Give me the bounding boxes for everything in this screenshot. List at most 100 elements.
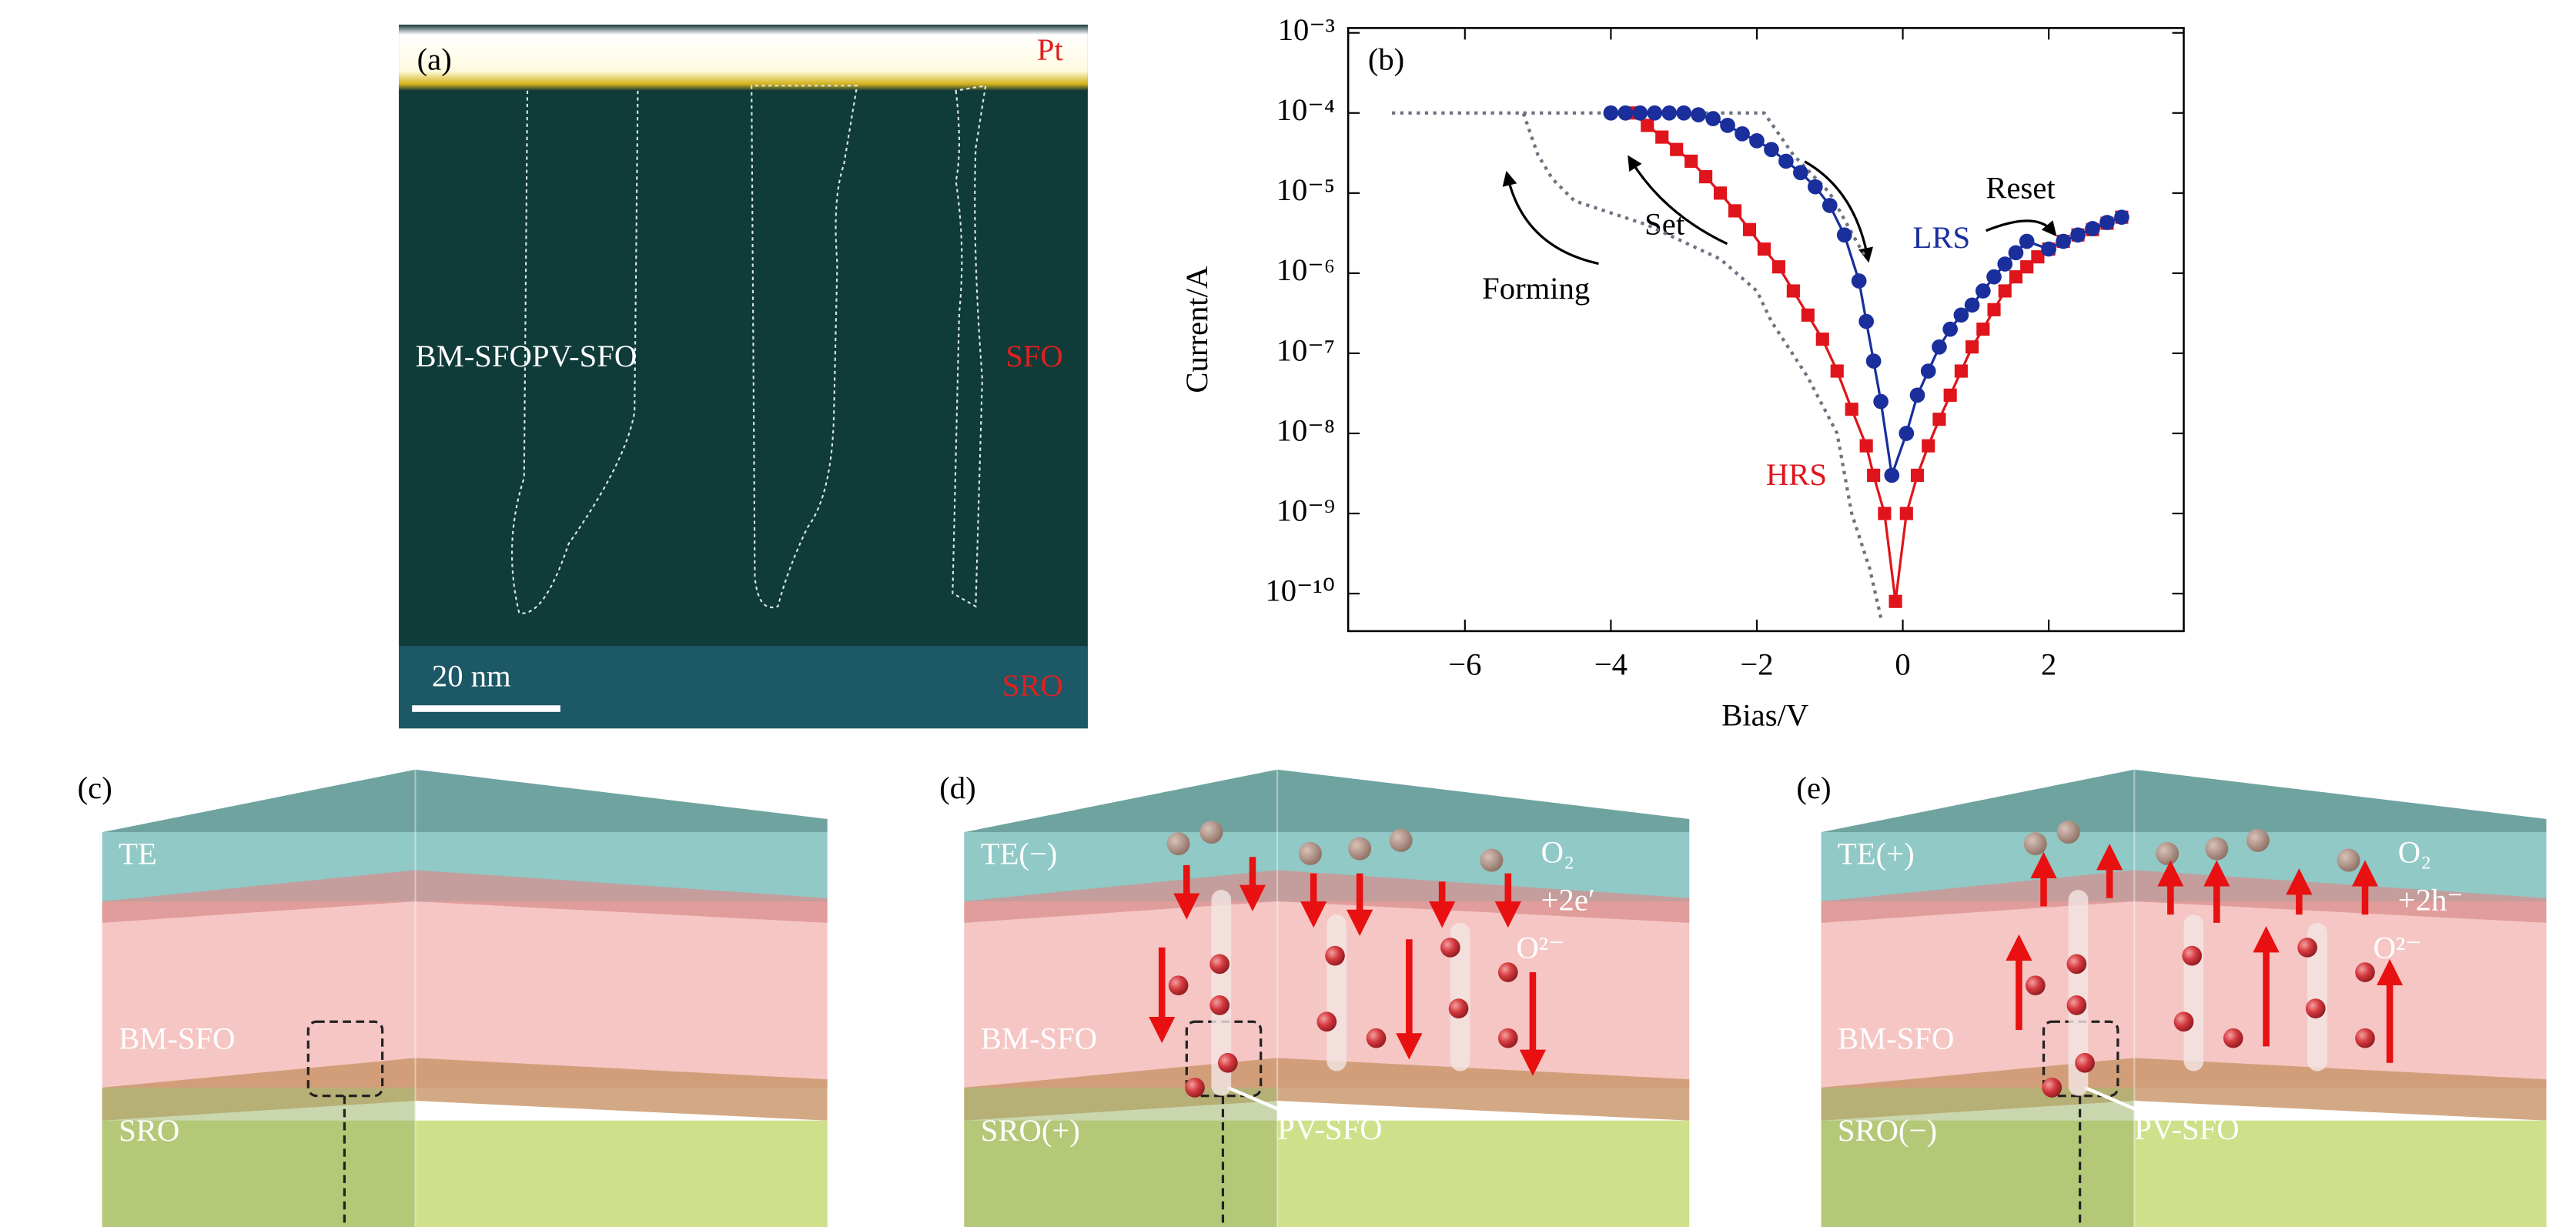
oxygen-ion bbox=[2305, 998, 2326, 1018]
oxygen-ion bbox=[1168, 975, 1189, 996]
panel-label: (e) bbox=[1796, 771, 1831, 805]
marker bbox=[1720, 118, 1735, 133]
marker bbox=[2008, 245, 2024, 261]
gas-molecule bbox=[1480, 848, 1504, 872]
x-tick-label: 2 bbox=[2041, 647, 2056, 681]
marker bbox=[1641, 119, 1654, 132]
series-label: Forming bbox=[1482, 271, 1590, 306]
y-tick-label: 10⁻⁴ bbox=[1276, 92, 1335, 127]
layer-label: SRO bbox=[119, 1113, 179, 1148]
filament-label: PV-SFO bbox=[1277, 1112, 1382, 1146]
layer-label: TE bbox=[119, 837, 157, 871]
marker bbox=[2031, 250, 2045, 264]
oxygen-ion bbox=[2066, 995, 2087, 1015]
layer-label: SRO bbox=[1002, 668, 1063, 703]
oxygen-ion bbox=[1497, 962, 1518, 982]
layer-label: BM-SFO bbox=[1838, 1021, 1954, 1055]
oxygen-ion bbox=[1209, 995, 1230, 1015]
y-tick-label: 10⁻⁷ bbox=[1276, 333, 1335, 367]
arrow bbox=[1628, 155, 1728, 246]
marker bbox=[1943, 388, 1957, 402]
marker bbox=[1757, 242, 1771, 256]
marker bbox=[1942, 321, 1959, 337]
marker bbox=[1899, 426, 1915, 441]
pointer bbox=[2084, 1085, 2143, 1114]
reaction-label: O₂ bbox=[2398, 834, 2432, 869]
annotation: Set bbox=[1644, 207, 1685, 242]
marker bbox=[1749, 133, 1765, 149]
marker bbox=[1661, 105, 1678, 121]
marker bbox=[2041, 241, 2056, 257]
marker bbox=[1987, 303, 2001, 316]
filament bbox=[1211, 890, 1232, 1096]
gas-molecule bbox=[1166, 832, 1190, 856]
marker bbox=[1742, 222, 1757, 236]
marker bbox=[1735, 125, 1750, 142]
marker bbox=[1632, 105, 1648, 121]
region-label: SFO bbox=[1005, 339, 1063, 373]
marker bbox=[1815, 333, 1829, 346]
filament bbox=[2068, 890, 2089, 1096]
y-tick-label: 10⁻⁹ bbox=[1276, 493, 1335, 527]
filament bbox=[2183, 914, 2204, 1072]
gas-molecule bbox=[1348, 837, 1372, 861]
series-line bbox=[1392, 111, 1883, 618]
gas-molecule bbox=[2156, 841, 2180, 865]
sfo-layer bbox=[102, 901, 828, 1088]
marker bbox=[1976, 323, 1990, 336]
oxygen-ion bbox=[2066, 954, 2087, 975]
schematics: (c)TE BM-SFO SRO (d)TE(−) BM-SFO SRO(+) O₂ +2e′… bbox=[78, 769, 2547, 1227]
sro-side bbox=[1821, 1087, 2135, 1227]
oxygen-ion bbox=[1440, 938, 1460, 958]
marker bbox=[2114, 209, 2129, 226]
panel-label: (d) bbox=[939, 771, 975, 805]
tem-image: (a) Pt BM-SFOPV-SFO SFO SRO 20 nm bbox=[399, 25, 1088, 729]
y-tick-label: 10⁻⁶ bbox=[1276, 252, 1335, 287]
filament bbox=[2307, 922, 2327, 1072]
marker bbox=[1771, 260, 1785, 274]
marker bbox=[1786, 284, 1800, 298]
x-tick-label: −2 bbox=[1740, 647, 1773, 681]
marker bbox=[1655, 130, 1669, 144]
y-tick-label: 10⁻⁸ bbox=[1276, 413, 1335, 447]
marker bbox=[2099, 215, 2115, 230]
marker bbox=[1964, 297, 1980, 313]
x-tick-label: −6 bbox=[1448, 647, 1481, 681]
gas-molecule bbox=[1199, 821, 1223, 844]
marker bbox=[1899, 507, 1913, 520]
oxygen-ion bbox=[1366, 1028, 1387, 1048]
pointer bbox=[1227, 1085, 1286, 1114]
marker bbox=[1836, 227, 1852, 243]
series-label: LRS bbox=[1913, 220, 1971, 255]
oxygen-ion bbox=[1316, 1011, 1337, 1032]
marker bbox=[1889, 594, 1902, 608]
marker bbox=[1873, 393, 1889, 410]
marker bbox=[1676, 105, 1692, 121]
marker bbox=[2019, 233, 2035, 249]
x-tick-label: −4 bbox=[1594, 647, 1628, 681]
marker bbox=[1998, 284, 2012, 298]
oxygen-ion bbox=[2025, 975, 2046, 996]
region-label: BM-SFOPV-SFO bbox=[415, 339, 637, 373]
layer-label: SRO(+) bbox=[981, 1113, 1080, 1148]
filament bbox=[1450, 922, 1470, 1072]
oxygen-ion bbox=[1448, 998, 1469, 1018]
annotation: Reset bbox=[1986, 171, 2056, 206]
gas-molecule bbox=[1389, 828, 1413, 852]
reaction-label: +2e′ bbox=[1541, 882, 1595, 917]
marker bbox=[1922, 439, 1935, 453]
marker bbox=[2020, 260, 2034, 274]
oxygen-ion bbox=[2075, 1052, 2095, 1073]
marker bbox=[1975, 283, 1991, 299]
arrow bbox=[1986, 219, 2057, 237]
marker bbox=[1920, 363, 1936, 379]
layer-label: Pt bbox=[1037, 32, 1064, 67]
y-tick-label: 10⁻³ bbox=[1278, 12, 1335, 47]
marker bbox=[1845, 403, 1858, 416]
marker bbox=[1851, 273, 1867, 289]
reaction-label: O₂ bbox=[1541, 834, 1575, 869]
marker bbox=[1932, 413, 1946, 426]
marker bbox=[1953, 307, 1969, 323]
marker bbox=[1728, 204, 1742, 218]
